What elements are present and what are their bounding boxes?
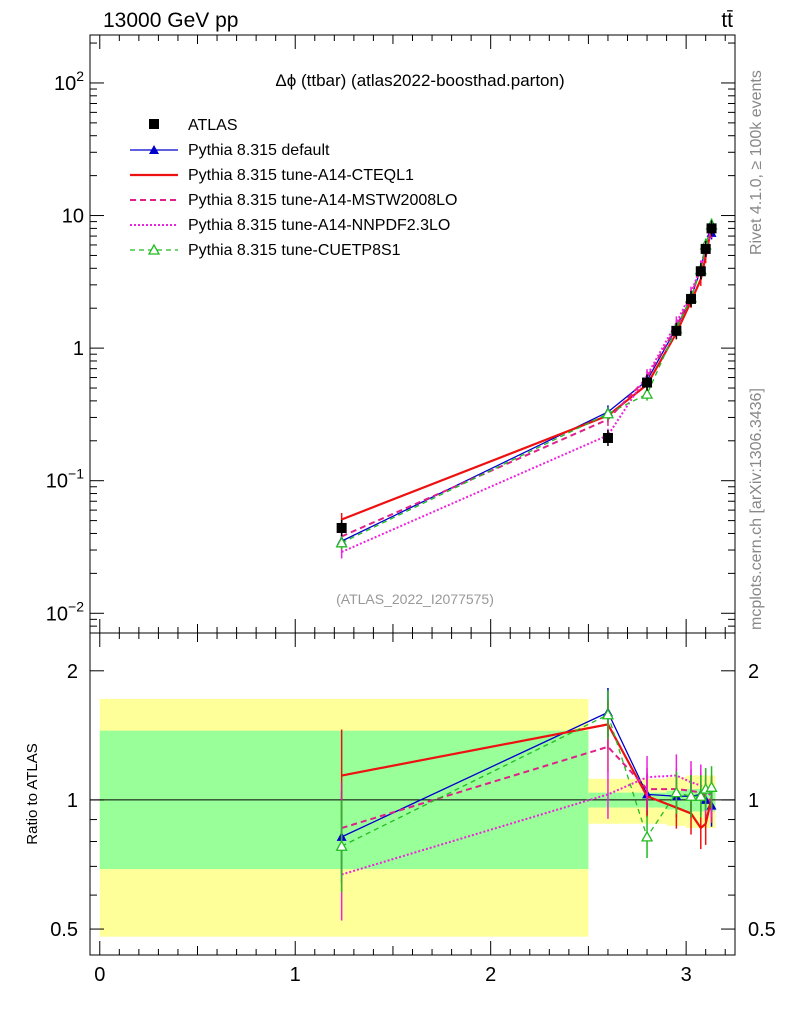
atlas-data-point [695,266,706,277]
main-y-tick-label: 10−1 [46,466,84,493]
main-point-cuetp8s1 [601,407,615,419]
legend-label-atlas: ATLAS [188,117,238,134]
analysis-watermark: (ATLAS_2022_I2077575) [336,591,494,607]
legend-marker-default [149,145,159,154]
main-panel: 10−2 10−1 1 10 102 Δϕ (ttbar) (atlas2022-boo… [46,34,736,634]
ratio-uncertainty-bands [99,698,716,937]
atlas-data-point [602,432,613,443]
rivet-version-label: Rivet 4.1.0, ≥ 100k events [748,70,765,255]
main-line-mstw [341,228,713,538]
legend-label-mstw: Pythia 8.315 tune-A14-MSTW2008LO [188,192,457,209]
ratio-point-cuetp8s1 [684,789,698,801]
atlas-data-point [336,522,347,533]
process-label: tt̄ [721,9,733,32]
ratio-line-cuetp8s1 [341,713,712,847]
main-line-cuetp8s1 [341,224,713,544]
main-line-cteql1 [341,226,713,521]
ratio-x-tick-label: 3 [681,964,692,986]
atlas-data-point [671,325,682,336]
legend-marker-atlas [149,119,159,129]
ratio-line-nnpdf [341,774,713,876]
legend-marker-cuetp8s1 [147,243,161,255]
legend-label-default: Pythia 8.315 default [188,142,330,159]
mcplots-label: mcplots.cern.ch [arXiv:1306.3436] [748,388,765,630]
ratio-panel: 0.5 0.5 1 1 2 2 0 1 2 3 Ratio to ATLAS [24,632,776,986]
ratio-point-cuetp8s1 [601,708,615,720]
legend-label-cteql1: Pythia 8.315 tune-A14-CTEQL1 [188,167,414,184]
legend-label-nnpdf: Pythia 8.315 tune-A14-NNPDF2.3LO [188,217,450,234]
main-line-default [341,232,713,542]
atlas-data-point [686,293,697,304]
ratio-x-tick-label: 1 [290,964,301,986]
ratio-x-tick-label: 0 [94,964,105,986]
main-y-tick-label: 1 [73,338,84,360]
main-y-tick-label: 102 [54,68,84,95]
main-frame [89,34,736,634]
ratio-y-tick-label: 0.5 [50,919,78,941]
ratio-y-tick-label: 1 [67,790,78,812]
ratio-y-tick-label-right: 2 [748,661,759,683]
main-y-tick-label: 10 [62,206,84,228]
ratio-y-tick-label-right: 0.5 [748,919,776,941]
ratio-y-tick-label: 2 [67,661,78,683]
ratio-y-tick-label-right: 1 [748,790,759,812]
main-title: Δϕ (ttbar) (atlas2022-boosthad.parton) [275,71,564,90]
ratio-data-layer [90,687,735,921]
ratio-point-cuetp8s1 [705,780,718,792]
main-point-cuetp8s1 [640,387,654,399]
main-line-nnpdf [341,230,713,553]
ratio-axes: 0.5 0.5 1 1 2 2 0 1 2 3 [50,633,776,986]
energy-label: 13000 GeV pp [103,9,238,32]
main-y-tick-label: 10−2 [46,598,84,625]
main-point-cuetp8s1 [335,536,348,548]
main-axes: 10−2 10−1 1 10 102 [46,35,735,633]
ratio-line-mstw [341,745,713,829]
main-data-layer [335,218,718,559]
ratio-point-cuetp8s1 [694,789,707,801]
atlas-data-point [706,223,717,234]
atlas-data-point [642,377,653,388]
ratio-point-cuetp8s1 [670,786,683,798]
legend: ATLAS Pythia 8.315 default Pythia 8.315 tu… [130,117,457,259]
legend-label-cuetp8s1: Pythia 8.315 tune-CUETP8S1 [188,242,401,259]
ratio-point-cuetp8s1 [640,830,654,842]
ratio-x-tick-label: 2 [485,964,496,986]
ratio-point-cuetp8s1 [335,839,348,851]
ratio-ylabel: Ratio to ATLAS [24,743,41,844]
atlas-data-point [700,243,711,254]
